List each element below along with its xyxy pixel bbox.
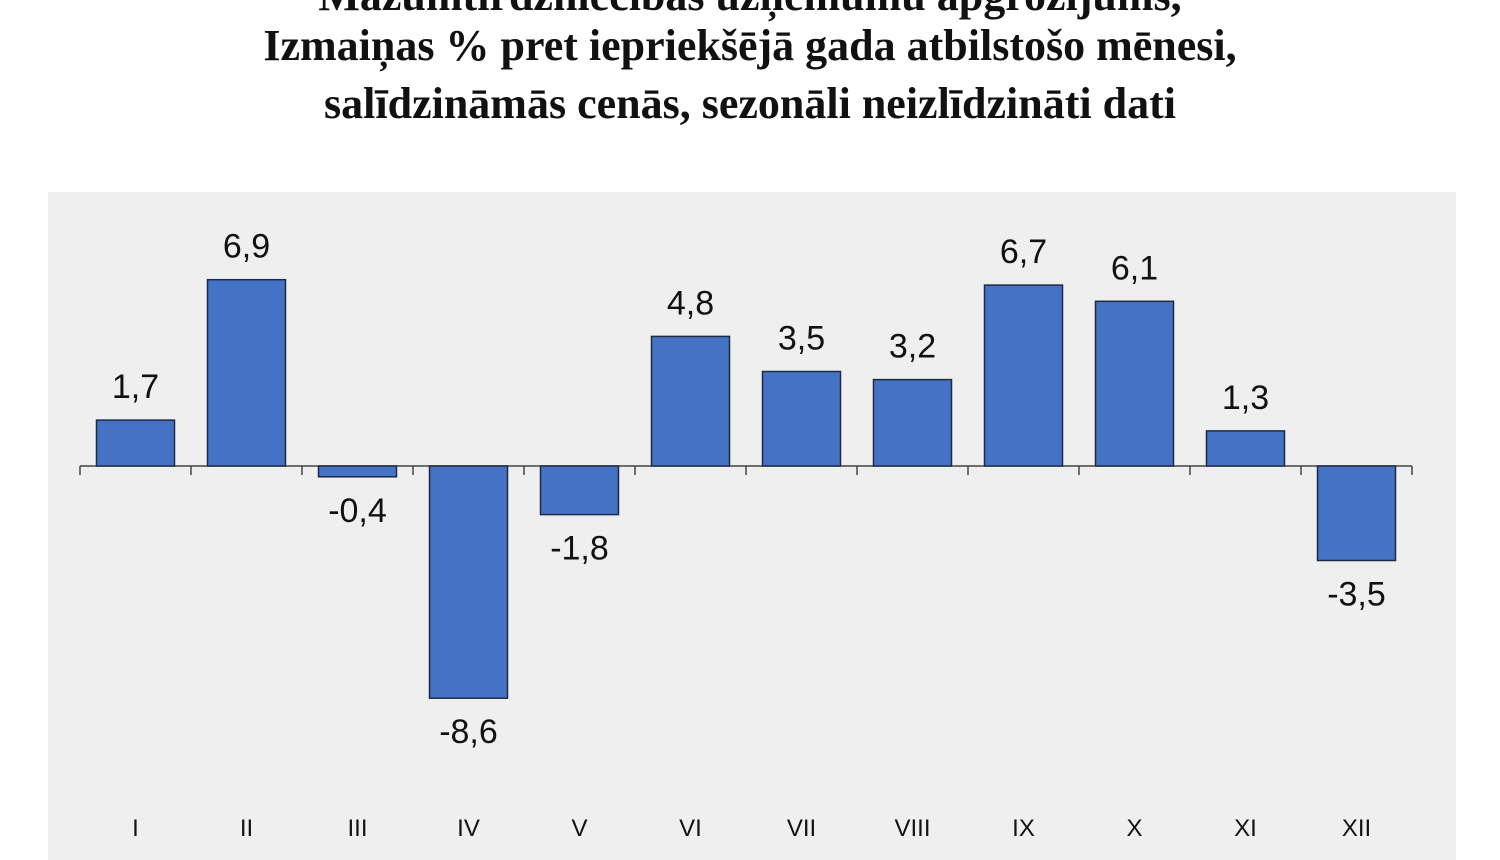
- x-tick-label-I: I: [132, 815, 139, 842]
- data-label-XI: 1,3: [1222, 379, 1269, 417]
- chart-title-line-1: Izmaiņas % pret iepriekšējā gada atbilst…: [263, 21, 1237, 70]
- bar-IX: [983, 284, 1064, 467]
- bar-IV: [428, 465, 509, 699]
- bar-III: [317, 465, 398, 478]
- bar-V: [539, 465, 620, 516]
- data-label-VII: 3,5: [778, 320, 825, 358]
- x-tick-label-XII: XII: [1342, 815, 1371, 842]
- bar-XI: [1205, 430, 1286, 467]
- data-label-VI: 4,8: [667, 284, 714, 322]
- x-tick-label-IV: IV: [457, 815, 480, 842]
- x-tick-label-V: V: [571, 815, 587, 842]
- x-tick-label-VIII: VIII: [894, 815, 930, 842]
- bar-XII: [1316, 465, 1397, 562]
- data-label-V: -1,8: [550, 530, 609, 568]
- x-tick-label-VII: VII: [787, 815, 816, 842]
- bar-X: [1094, 300, 1175, 467]
- bar-VI: [650, 335, 731, 467]
- bar-II: [206, 278, 287, 467]
- data-label-IX: 6,7: [1000, 233, 1047, 271]
- chart-title-partial: Mazumtirdzniecības uzņēmumu apgrozījums,: [0, 0, 1500, 22]
- chart-title-line-2: salīdzināmās cenās, sezonāli neizlīdzinā…: [324, 79, 1176, 128]
- x-tick-label-II: II: [240, 815, 253, 842]
- data-label-VIII: 3,2: [889, 328, 936, 366]
- data-label-XII: -3,5: [1327, 576, 1386, 614]
- data-label-IV: -8,6: [439, 713, 498, 751]
- data-label-I: 1,7: [112, 368, 159, 406]
- x-tick-label-XI: XI: [1234, 815, 1257, 842]
- bar-VIII: [872, 378, 953, 467]
- data-label-III: -0,4: [328, 492, 387, 530]
- bar-I: [95, 419, 176, 467]
- x-tick-label-IX: IX: [1012, 815, 1035, 842]
- x-tick-label-VI: VI: [679, 815, 702, 842]
- data-label-X: 6,1: [1111, 249, 1158, 287]
- x-tick-label-X: X: [1126, 815, 1142, 842]
- x-tick-label-III: III: [347, 815, 367, 842]
- data-label-II: 6,9: [223, 228, 270, 266]
- bar-VII: [761, 370, 842, 467]
